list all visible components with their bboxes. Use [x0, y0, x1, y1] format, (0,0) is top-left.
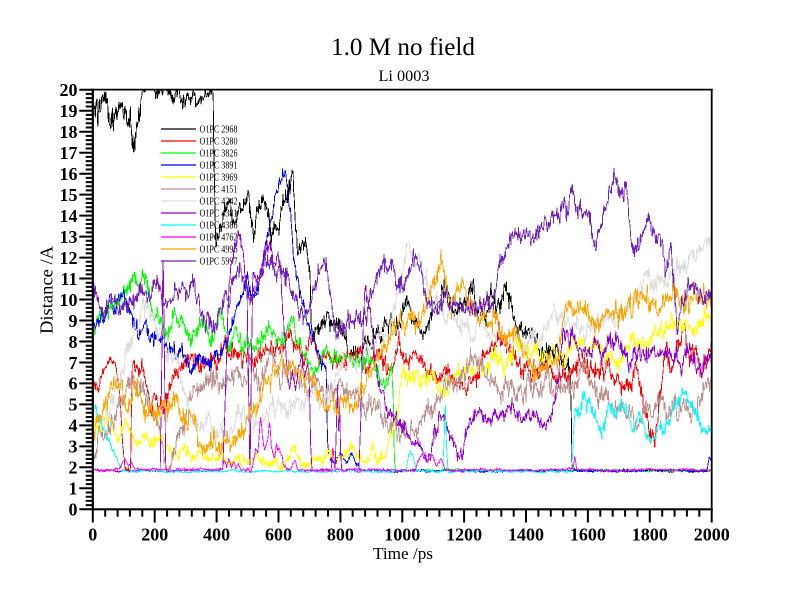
- svg-text:O1PC 4996: O1PC 4996: [200, 245, 238, 256]
- svg-text:9: 9: [69, 311, 78, 331]
- svg-text:1000: 1000: [384, 525, 420, 545]
- svg-text:O1PC 3826: O1PC 3826: [200, 149, 238, 160]
- svg-text:0: 0: [88, 525, 97, 545]
- svg-text:2000: 2000: [694, 525, 730, 545]
- svg-text:O1PC 4381: O1PC 4381: [200, 209, 238, 220]
- svg-text:5: 5: [69, 395, 78, 415]
- svg-text:200: 200: [141, 525, 168, 545]
- svg-text:400: 400: [203, 525, 230, 545]
- svg-text:1400: 1400: [508, 525, 544, 545]
- svg-text:13: 13: [60, 227, 78, 247]
- svg-text:14: 14: [60, 206, 78, 226]
- svg-text:Distance /A: Distance /A: [37, 246, 57, 334]
- svg-text:Li 0003: Li 0003: [379, 68, 430, 85]
- svg-text:2: 2: [69, 458, 78, 478]
- svg-text:1: 1: [69, 479, 78, 499]
- svg-text:600: 600: [265, 525, 292, 545]
- svg-text:O1PC 4242: O1PC 4242: [200, 197, 238, 208]
- svg-text:1600: 1600: [570, 525, 606, 545]
- svg-text:4: 4: [69, 416, 78, 436]
- svg-text:1200: 1200: [446, 525, 482, 545]
- svg-text:O1PC 4151: O1PC 4151: [200, 185, 238, 196]
- svg-text:1.0 M no field: 1.0 M no field: [331, 32, 475, 61]
- svg-text:17: 17: [60, 143, 78, 163]
- svg-text:18: 18: [60, 122, 78, 142]
- svg-text:15: 15: [60, 185, 78, 205]
- svg-text:3: 3: [69, 437, 78, 457]
- svg-text:10: 10: [60, 290, 78, 310]
- svg-text:O1PC 5997: O1PC 5997: [200, 257, 238, 268]
- svg-text:19: 19: [60, 101, 78, 121]
- svg-text:O1PC 3969: O1PC 3969: [200, 173, 238, 184]
- svg-text:800: 800: [327, 525, 354, 545]
- svg-text:20: 20: [60, 80, 78, 100]
- svg-text:12: 12: [60, 248, 78, 268]
- svg-text:8: 8: [69, 332, 78, 352]
- svg-text:1800: 1800: [632, 525, 668, 545]
- svg-text:16: 16: [60, 164, 78, 184]
- svg-text:O1PC 4386: O1PC 4386: [200, 221, 238, 232]
- svg-text:0: 0: [69, 500, 78, 520]
- svg-text:11: 11: [60, 269, 77, 289]
- svg-text:O1PC 3280: O1PC 3280: [200, 137, 238, 148]
- svg-text:O1PC 3891: O1PC 3891: [200, 161, 238, 172]
- svg-text:6: 6: [69, 374, 78, 394]
- svg-text:O1PC 2968: O1PC 2968: [200, 125, 238, 136]
- svg-text:7: 7: [69, 353, 78, 373]
- svg-text:Time /ps: Time /ps: [373, 544, 433, 563]
